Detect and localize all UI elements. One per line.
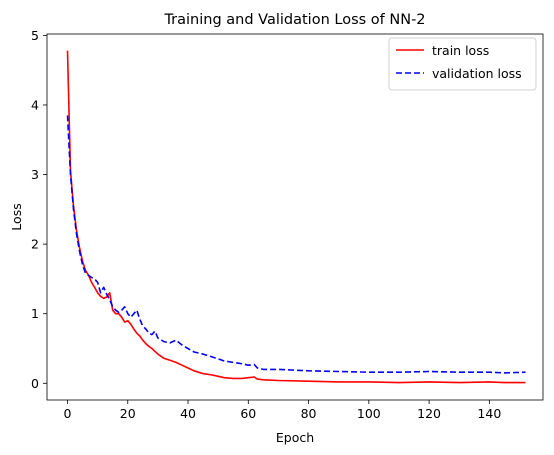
x-tick-label: 120 [417, 406, 441, 421]
x-tick-label: 0 [64, 406, 72, 421]
train-loss-line [66, 50, 526, 384]
x-axis-ticks: 0 20 40 60 80 100 120 140 [64, 400, 501, 421]
plot-area: 0 20 40 60 80 100 120 140 0 1 2 3 4 5 [31, 28, 544, 421]
x-tick-label: 40 [180, 406, 196, 421]
y-tick-label: 2 [31, 237, 39, 252]
validation-loss-line [66, 115, 526, 374]
y-axis-title: Loss [9, 203, 24, 230]
legend-train-label: train loss [432, 43, 489, 58]
legend-validation-label: validation loss [432, 66, 522, 81]
legend: train loss validation loss [388, 37, 537, 91]
x-tick-label: 140 [477, 406, 501, 421]
plot-frame [46, 33, 544, 401]
y-tick-label: 1 [31, 306, 39, 321]
x-tick-label: 60 [240, 406, 256, 421]
series-lines [66, 50, 526, 384]
chart-title: Training and Validation Loss of NN-2 [163, 12, 425, 28]
x-tick-label: 100 [357, 406, 381, 421]
x-tick-label: 80 [301, 406, 317, 421]
y-tick-label: 3 [31, 167, 39, 182]
y-tick-label: 0 [31, 376, 39, 391]
legend-box [388, 37, 537, 91]
y-tick-label: 4 [31, 97, 39, 112]
y-axis-ticks: 0 1 2 3 4 5 [31, 28, 47, 391]
x-tick-label: 20 [120, 406, 136, 421]
x-axis-title: Epoch [276, 430, 314, 445]
y-tick-label: 5 [31, 28, 39, 43]
